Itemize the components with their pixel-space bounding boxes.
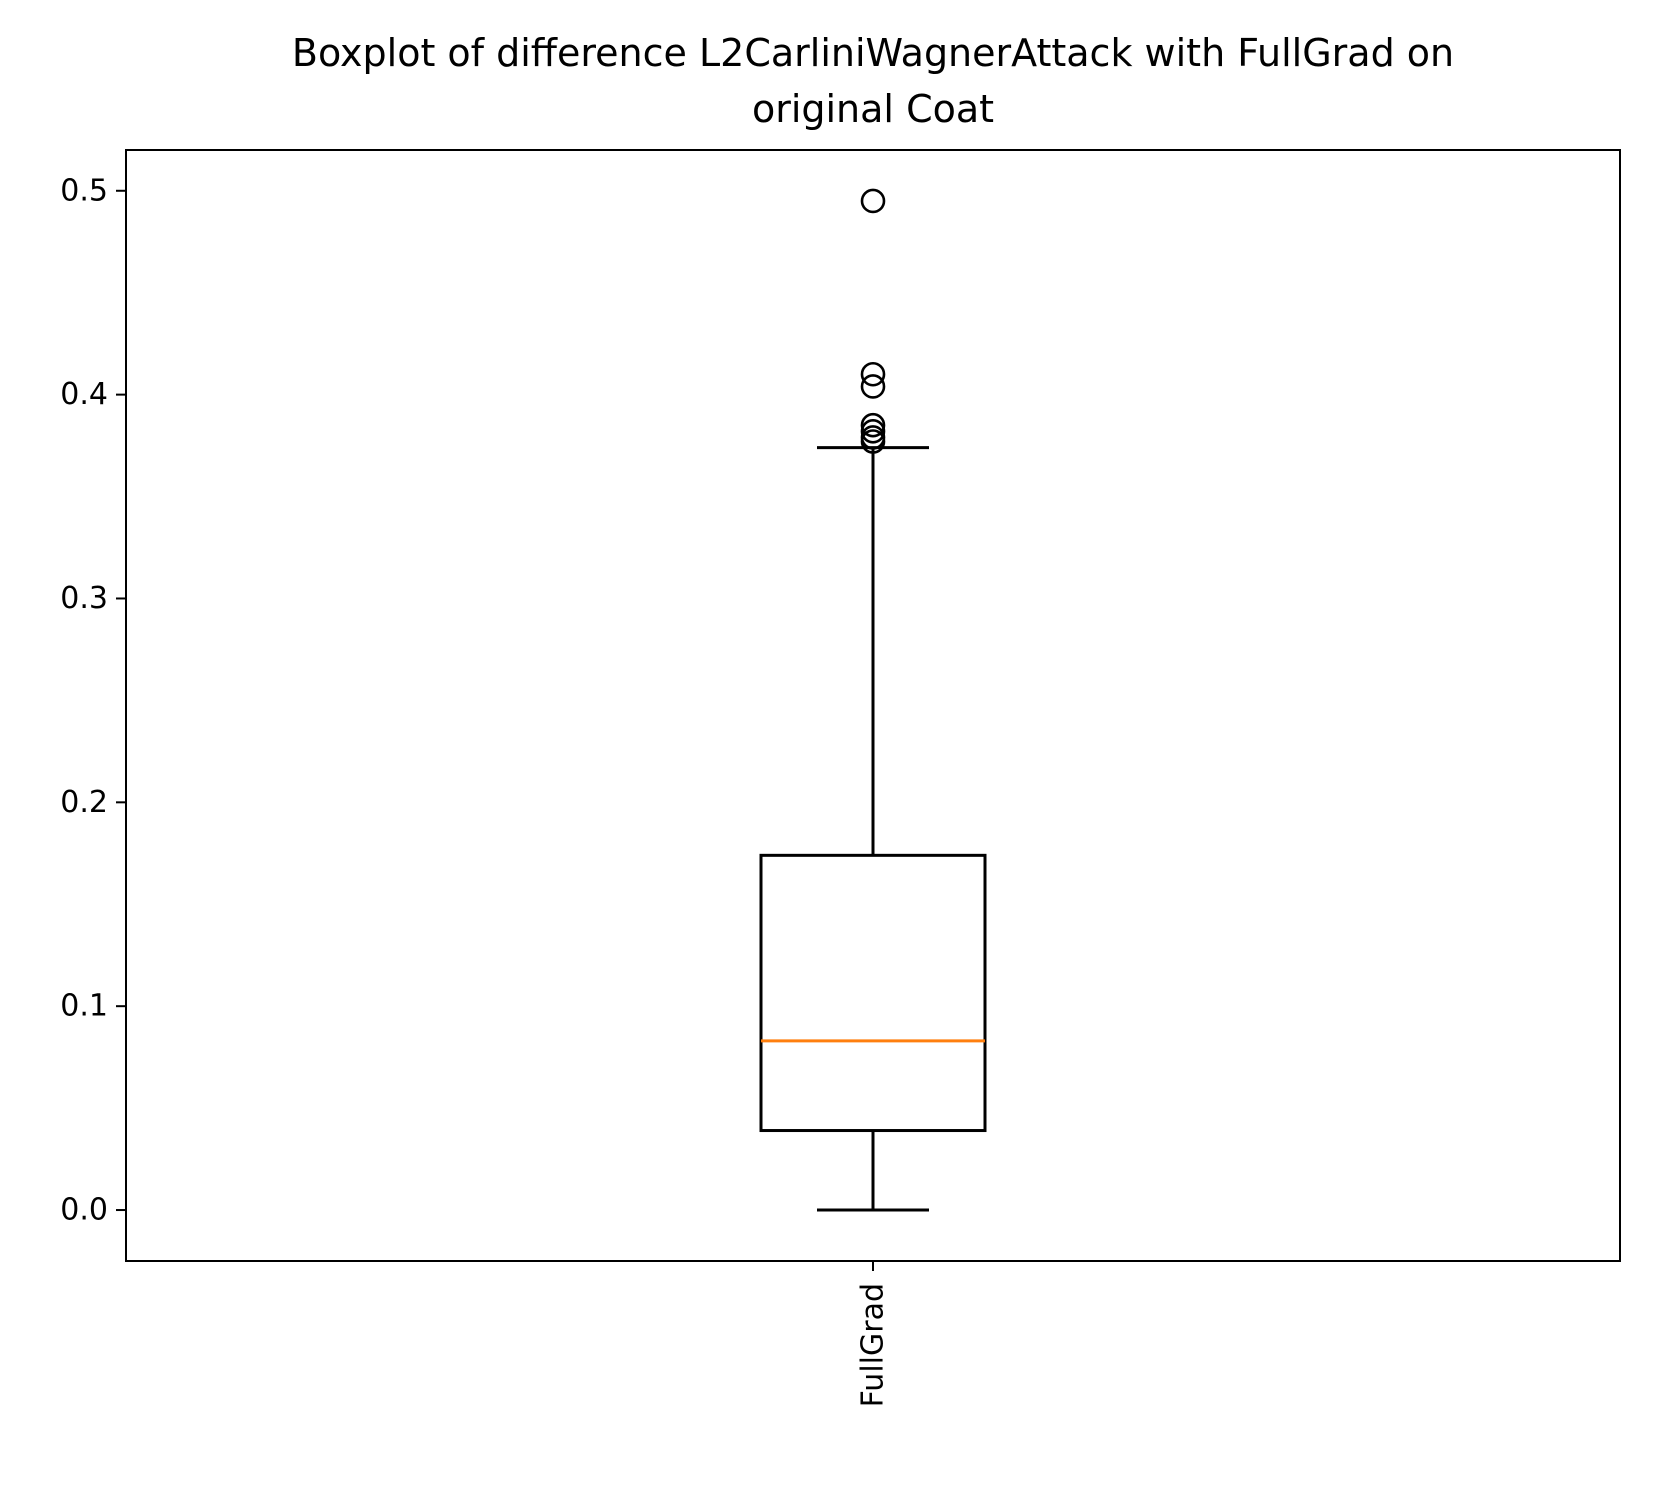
plot-area	[125, 149, 1621, 1262]
outlier-point	[860, 419, 886, 444]
outlier-point	[860, 188, 886, 214]
y-tick-label: 0.2	[60, 785, 108, 820]
box-group	[759, 188, 987, 1212]
x-axis: FullGrad	[856, 1261, 891, 1407]
box-iqr	[759, 853, 987, 1133]
chart-title-line: original Coat	[752, 87, 994, 131]
y-tick-label: 0.3	[60, 581, 108, 616]
y-axis: 0.0 0.1 0.2 0.3 0.4 0.5	[60, 173, 126, 1228]
outlier-point	[860, 374, 886, 399]
chart-title: Boxplot of difference L2CarliniWagnerAtt…	[292, 31, 1454, 131]
outlier-point	[860, 425, 886, 450]
x-tick-label: FullGrad	[856, 1283, 891, 1407]
chart-title-line: Boxplot of difference L2CarliniWagnerAtt…	[292, 31, 1454, 75]
y-tick-label: 0.4	[60, 377, 108, 412]
outlier-point	[860, 361, 886, 387]
y-tick-label: 0.5	[60, 173, 108, 208]
outlier-point	[860, 412, 886, 438]
y-tick-label: 0.0	[60, 1193, 108, 1228]
y-tick-label: 0.1	[60, 989, 108, 1024]
